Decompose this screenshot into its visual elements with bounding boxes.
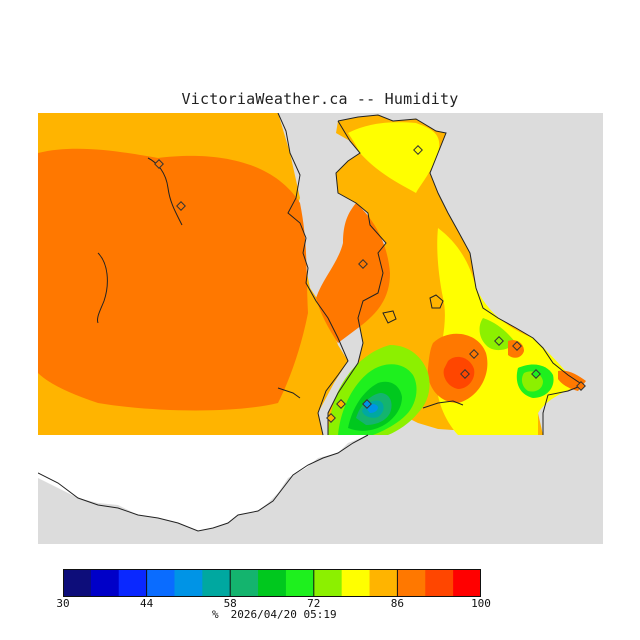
- legend-color-cell: [397, 569, 426, 597]
- timestamp: 2026/04/20 05:19: [230, 608, 337, 621]
- color-legend: [63, 569, 481, 597]
- humidity-map: [38, 113, 603, 544]
- legend-color-cell: [341, 569, 371, 597]
- map-title: VictoriaWeather.ca -- Humidity: [181, 90, 459, 108]
- station-markers: [154, 145, 586, 423]
- coastlines: [38, 113, 585, 532]
- legend-color-cell: [369, 569, 398, 597]
- legend-color-cell: [230, 569, 259, 597]
- legend-color-cell: [202, 569, 231, 597]
- legend-color-cell: [118, 569, 148, 597]
- legend-color-cell: [425, 569, 454, 597]
- legend-color-cell: [285, 569, 315, 597]
- legend-tick: 86: [390, 597, 405, 610]
- legend-color-cell: [146, 569, 175, 597]
- legend-color-cell: [258, 569, 287, 597]
- legend-tick: 72: [307, 597, 321, 610]
- legend-color-cell: [174, 569, 203, 597]
- legend-tick: 100: [471, 597, 491, 610]
- unit-label: %: [212, 608, 219, 621]
- humidity-contours: [38, 113, 586, 435]
- legend-color-cell: [63, 569, 92, 597]
- legend-tick: 30: [56, 597, 70, 610]
- land-no-data: [38, 435, 368, 531]
- legend-color-cell: [90, 569, 120, 597]
- legend-color-cell: [313, 569, 343, 597]
- legend-tick: 44: [139, 597, 154, 610]
- legend-caption: % 2026/04/20 05:19: [212, 608, 337, 621]
- legend-color-cell: [453, 569, 481, 597]
- legend-tick: 58: [223, 597, 237, 610]
